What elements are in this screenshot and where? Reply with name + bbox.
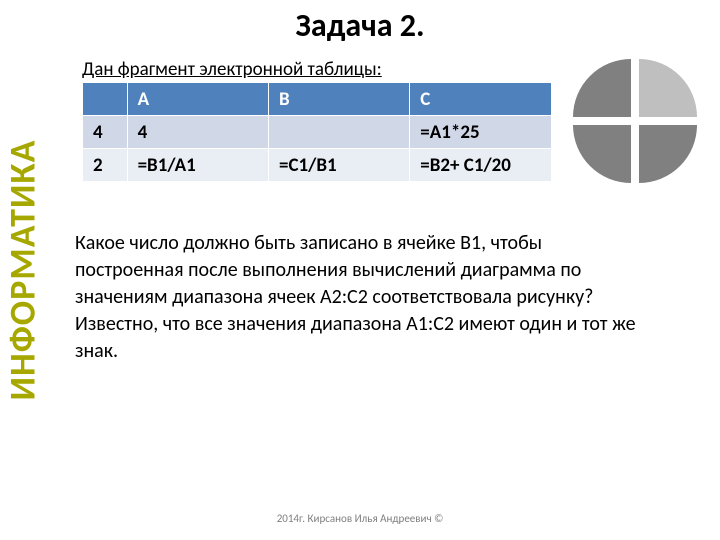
slide-title: Задача 2. [0, 6, 720, 45]
cell-a2: =B1/A1 [127, 149, 268, 182]
slide: ИНФОРМАТИКА Задача 2. Дан фрагмент элект… [0, 0, 720, 540]
pie-svg [570, 56, 700, 186]
spreadsheet-table: A B C 4 4 =A1*25 2 =B1/A1 =C1/B1 =B2+ C1… [82, 82, 552, 182]
sidebar-text: ИНФОРМАТИКА [0, 140, 44, 401]
footer-text: 2014г. Кирсанов Илья Андреевич © [0, 512, 720, 525]
table-header-blank [83, 83, 128, 116]
intro-text: Дан фрагмент электронной таблицы: [82, 58, 382, 81]
pie-slice-sw [573, 125, 631, 183]
cell-c2: =B2+ C1/20 [410, 149, 552, 182]
row-num: 4 [83, 116, 128, 149]
question-text: Какое число должно быть записано в ячейк… [75, 230, 650, 365]
table-header-c: C [410, 83, 552, 116]
row-num: 2 [83, 149, 128, 182]
table-header-row: A B C [83, 83, 552, 116]
cell-b2: =C1/B1 [269, 149, 410, 182]
table-row: 2 =B1/A1 =C1/B1 =B2+ C1/20 [83, 149, 552, 182]
pie-slice-se [639, 125, 697, 183]
table-header-b: B [269, 83, 410, 116]
cell-a1: 4 [127, 116, 268, 149]
pie-chart [570, 56, 700, 186]
table-row: 4 4 =A1*25 [83, 116, 552, 149]
sidebar-vertical-label: ИНФОРМАТИКА [0, 0, 50, 540]
sidebar-text-wrap: ИНФОРМАТИКА [0, 30, 52, 510]
pie-slice-ne [639, 59, 697, 117]
cell-b1 [269, 116, 410, 149]
pie-slice-nw [573, 59, 631, 117]
cell-c1: =A1*25 [410, 116, 552, 149]
table-header-a: A [127, 83, 268, 116]
